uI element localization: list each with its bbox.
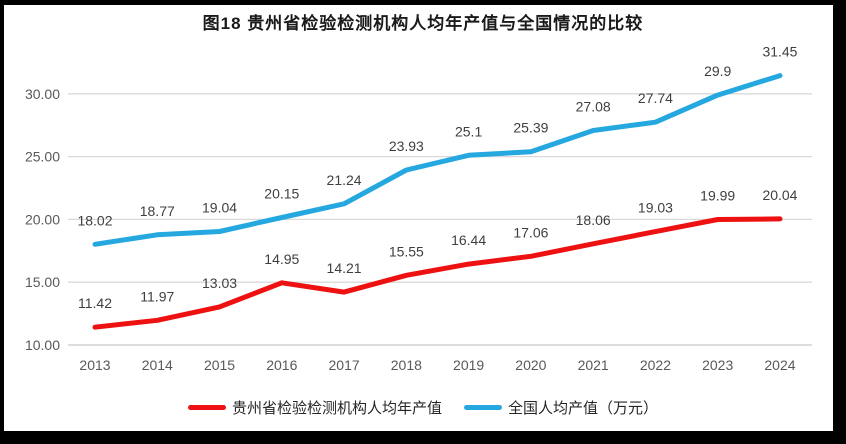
- legend-swatch-guizhou-line: [187, 404, 226, 410]
- legend-swatch-national-line: [464, 404, 502, 410]
- chart-title: 图18 贵州省检验检测机构人均年产值与全国情况的比较: [202, 14, 644, 33]
- chart-canvas: [4, 5, 833, 431]
- legend-label-national: 全国人均产值（万元）: [508, 399, 659, 417]
- legend: 贵州省检验检测机构人均年产值 全国人均产值（万元）: [0, 397, 846, 417]
- legend-label-guizhou: 贵州省检验检测机构人均年产值: [231, 399, 442, 417]
